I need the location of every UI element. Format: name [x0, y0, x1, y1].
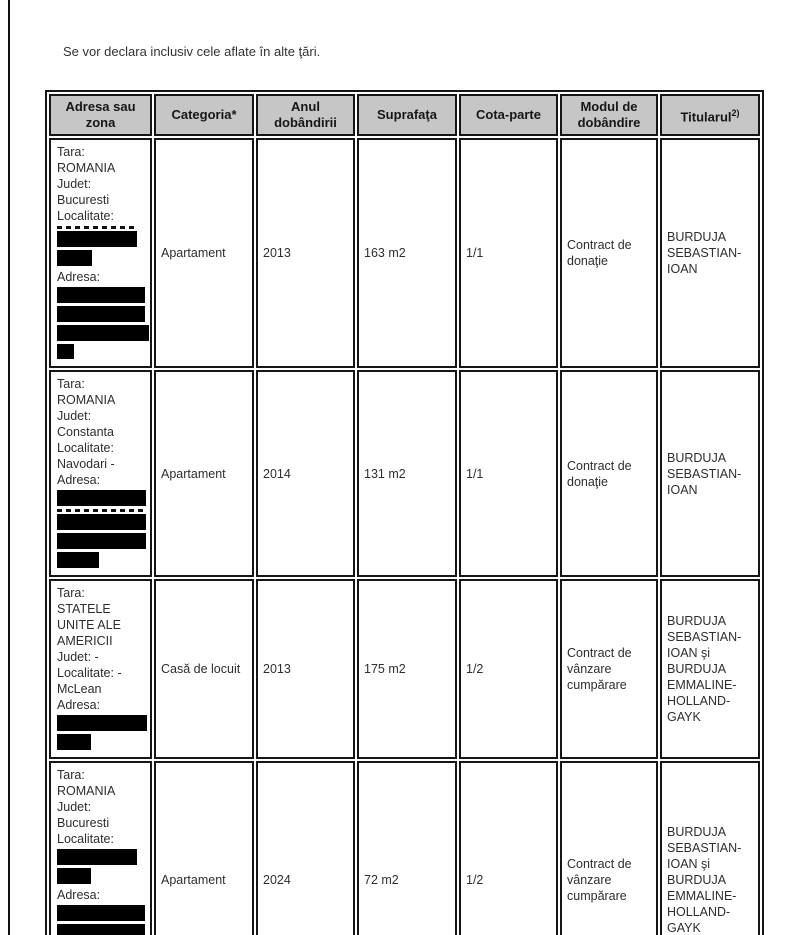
categoria-cell: Casă de locuit — [154, 579, 254, 759]
redaction-bar — [57, 533, 146, 549]
address-line: Adresa: — [57, 473, 101, 487]
address-line: AMERICII — [57, 634, 113, 648]
owner-cell: BURDUJA SEBASTIAN-IOAN — [660, 138, 760, 368]
address-line: Bucuresti — [57, 193, 110, 207]
address-cell: Tara: ROMANIA Judet: Constanta Localitate: Na… — [49, 370, 152, 577]
address-line: McLean — [57, 682, 102, 696]
year-cell: 2014 — [256, 370, 355, 577]
address-line: ROMANIA — [57, 784, 116, 798]
address-line: Tara: — [57, 768, 85, 782]
table-row: Tara: ROMANIA Judet: Bucuresti Localitate: Ad… — [49, 761, 760, 935]
redaction-bar — [57, 344, 74, 359]
table-header: Adresa sau zona Categoria* Anul dobândir… — [49, 94, 760, 136]
address-line: Judet: — [57, 800, 92, 814]
table-row: Tara: STATELE UNITE ALE AMERICII Judet: - Loc… — [49, 579, 760, 759]
page-border-line — [8, 0, 10, 935]
redaction-bar — [57, 552, 99, 568]
share-cell: 1/2 — [459, 761, 558, 935]
area-cell: 163 m2 — [357, 138, 457, 368]
footnote-marker: 2) — [731, 107, 740, 118]
properties-table: Adresa sau zona Categoria* Anul dobândir… — [45, 90, 764, 935]
owner-cell: BURDUJA SEBASTIAN-IOAN şi BURDUJA EMMALI… — [660, 761, 760, 935]
address-line: Adresa: — [57, 270, 101, 284]
address-line: Judet: — [57, 409, 92, 423]
address-line: UNITE ALE — [57, 618, 121, 632]
address-cell: Tara: STATELE UNITE ALE AMERICII Judet: - Loc… — [49, 579, 152, 759]
area-cell: 175 m2 — [357, 579, 457, 759]
column-header-owner: Titularul2) — [660, 94, 760, 136]
share-cell: 1/1 — [459, 138, 558, 368]
redaction-bar — [57, 924, 145, 935]
redaction-bar — [57, 734, 91, 750]
address-line: Constanta — [57, 425, 114, 439]
column-header-share: Cota-parte — [459, 94, 558, 136]
table-body: Tara: ROMANIA Judet: Bucuresti Localitate: Ad… — [49, 138, 760, 935]
area-cell: 72 m2 — [357, 761, 457, 935]
mode-cell: Contract de donaţie — [560, 138, 658, 368]
address-line: Localitate: — [57, 209, 114, 223]
area-cell: 131 m2 — [357, 370, 457, 577]
column-header-year: Anul dobândirii — [256, 94, 355, 136]
address-line: Bucuresti — [57, 816, 110, 830]
redaction-bar — [57, 231, 137, 247]
address-line: Judet: — [57, 177, 92, 191]
owner-cell: BURDUJA SEBASTIAN-IOAN — [660, 370, 760, 577]
year-cell: 2013 — [256, 579, 355, 759]
share-cell: 1/1 — [459, 370, 558, 577]
owner-cell: BURDUJA SEBASTIAN-IOAN şi BURDUJA EMMALI… — [660, 579, 760, 759]
mode-cell: Contract de vânzare cumpărare — [560, 761, 658, 935]
header-row: Adresa sau zona Categoria* Anul dobândir… — [49, 94, 760, 136]
categoria-cell: Apartament — [154, 138, 254, 368]
year-cell: 2013 — [256, 138, 355, 368]
mode-cell: Contract de donaţie — [560, 370, 658, 577]
address-line: Navodari - — [57, 457, 115, 471]
address-line: STATELE — [57, 602, 111, 616]
redaction-bar — [57, 287, 145, 303]
redaction-bar — [57, 250, 92, 266]
address-line: Judet: - — [57, 650, 99, 664]
column-header-address: Adresa sau zona — [49, 94, 152, 136]
redaction-bar — [57, 715, 147, 731]
table-row: Tara: ROMANIA Judet: Bucuresti Localitate: Ad… — [49, 138, 760, 368]
redaction-bar — [57, 905, 145, 921]
address-line: Tara: — [57, 586, 85, 600]
column-header-area: Suprafaţa — [357, 94, 457, 136]
address-line: ROMANIA — [57, 161, 116, 175]
address-line: Localitate: — [57, 441, 114, 455]
address-line: Adresa: — [57, 698, 101, 712]
intro-text: Se vor declara inclusiv cele aflate în a… — [63, 44, 321, 59]
redaction-dashes — [57, 226, 137, 229]
redaction-bar — [57, 325, 149, 341]
address-cell: Tara: ROMANIA Judet: Bucuresti Localitate: Ad… — [49, 138, 152, 368]
redaction-dashes — [57, 509, 146, 512]
column-header-mode: Modul de dobândire — [560, 94, 658, 136]
categoria-cell: Apartament — [154, 370, 254, 577]
year-cell: 2024 — [256, 761, 355, 935]
redaction-bar — [57, 490, 146, 506]
address-line: Tara: — [57, 145, 85, 159]
mode-cell: Contract de vânzare cumpărare — [560, 579, 658, 759]
address-cell: Tara: ROMANIA Judet: Bucuresti Localitate: Ad… — [49, 761, 152, 935]
redaction-bar — [57, 868, 91, 884]
address-line: Adresa: — [57, 888, 101, 902]
column-header-owner-label: Titularul — [680, 109, 732, 125]
categoria-cell: Apartament — [154, 761, 254, 935]
address-line: Tara: — [57, 377, 85, 391]
column-header-category: Categoria* — [154, 94, 254, 136]
table-row: Tara: ROMANIA Judet: Constanta Localitate: Na… — [49, 370, 760, 577]
share-cell: 1/2 — [459, 579, 558, 759]
redaction-bar — [57, 306, 145, 322]
address-line: Localitate: - — [57, 666, 122, 680]
redaction-bar — [57, 514, 146, 530]
address-line: Localitate: — [57, 832, 114, 846]
redaction-bar — [57, 849, 137, 865]
address-line: ROMANIA — [57, 393, 116, 407]
